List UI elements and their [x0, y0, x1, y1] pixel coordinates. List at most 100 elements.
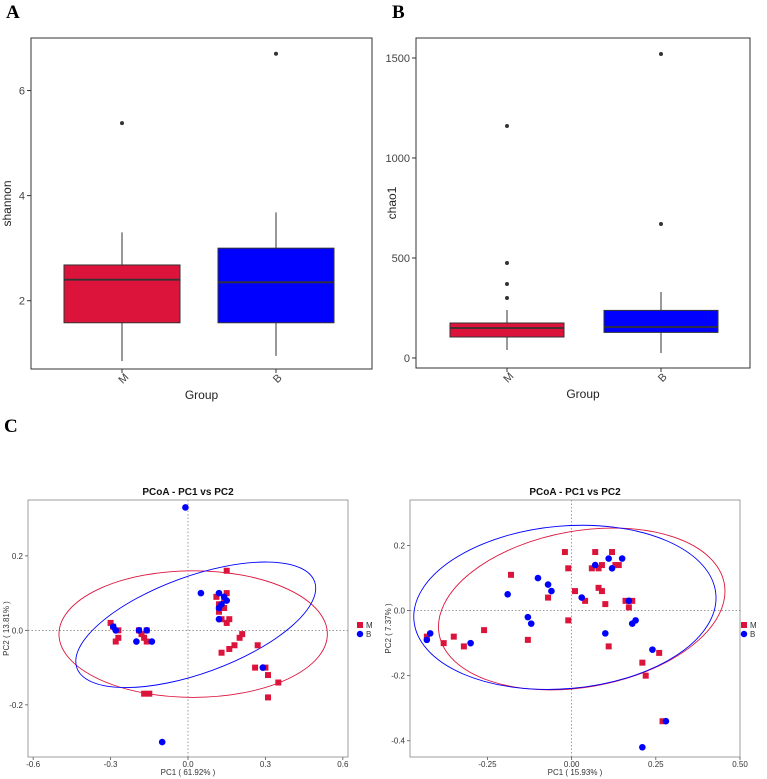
- point-m: [565, 565, 572, 572]
- panel-label-c: C: [4, 416, 18, 437]
- point-m: [141, 634, 148, 641]
- y-tick-label: 0.2: [12, 552, 24, 561]
- x-axis-title: Group: [185, 388, 219, 402]
- point-m: [143, 638, 150, 645]
- point-b: [215, 615, 223, 623]
- legend-marker-m: [357, 622, 363, 628]
- point-m: [588, 565, 595, 572]
- point-m: [254, 642, 261, 649]
- y-axis-title: PC2 ( 13.81% ): [2, 601, 11, 656]
- point-m: [508, 571, 515, 578]
- point-m: [215, 608, 222, 615]
- point-m: [239, 631, 246, 638]
- point-b: [591, 561, 599, 569]
- outlier-point: [505, 261, 509, 265]
- chart-title: PCoA - PC1 vs PC2: [142, 487, 234, 498]
- point-m: [605, 643, 612, 650]
- point-m: [545, 594, 552, 601]
- x-tick-label: 0.50: [732, 760, 748, 769]
- point-b: [426, 630, 434, 637]
- box-body: [449, 322, 565, 338]
- legend-marker-b: [356, 630, 364, 638]
- plot-frame: [30, 37, 373, 370]
- y-tick-label: -0.4: [391, 737, 405, 746]
- box-body: [217, 247, 335, 324]
- point-b: [625, 597, 633, 605]
- series-m: [423, 549, 666, 725]
- y-tick-label: 0.0: [394, 607, 406, 616]
- point-b: [649, 646, 656, 653]
- point-b: [578, 594, 586, 601]
- point-m: [656, 649, 663, 656]
- outlier-point: [274, 51, 278, 56]
- point-m: [231, 642, 238, 649]
- x-tick-label: 0.00: [564, 760, 580, 769]
- point-m: [598, 562, 605, 569]
- point-m: [565, 617, 572, 624]
- point-m: [440, 640, 447, 647]
- point-m: [639, 659, 646, 666]
- point-b: [133, 638, 140, 645]
- y-tick-label: 0.2: [394, 542, 406, 551]
- confidence-ellipse-m: [438, 527, 726, 691]
- point-b: [544, 581, 552, 588]
- point-m: [622, 597, 629, 604]
- outlier-point: [659, 52, 663, 56]
- point-m: [265, 694, 271, 701]
- series-b: [109, 504, 267, 746]
- point-b: [197, 589, 205, 597]
- point-m: [609, 549, 616, 556]
- x-tick-label: 0.6: [337, 760, 349, 769]
- point-m: [275, 679, 282, 686]
- x-tick-label: -0.25: [478, 760, 497, 769]
- point-m: [141, 690, 148, 697]
- point-m: [107, 619, 114, 626]
- point-m: [524, 636, 531, 643]
- point-b: [143, 627, 151, 634]
- y-tick-label: 4: [19, 191, 25, 203]
- confidence-ellipse-m: [58, 570, 328, 698]
- point-m: [572, 588, 578, 595]
- plot-frame: [409, 499, 741, 758]
- x-axis-title: PC1 ( 15.93% ): [548, 768, 603, 777]
- point-m: [642, 672, 649, 679]
- point-m: [112, 638, 119, 645]
- point-b: [467, 639, 474, 647]
- y-tick-label: 1000: [386, 153, 410, 165]
- point-b: [148, 638, 156, 645]
- point-b: [504, 591, 511, 598]
- box-body: [63, 264, 181, 324]
- point-m: [265, 672, 271, 679]
- series-b: [423, 555, 670, 751]
- chart-title: PCoA - PC1 vs PC2: [529, 487, 621, 498]
- x-tick-label: -0.6: [26, 760, 40, 769]
- point-b: [632, 617, 639, 624]
- point-m: [450, 633, 457, 640]
- point-b: [182, 504, 189, 511]
- point-m: [221, 605, 228, 612]
- point-b: [524, 613, 532, 621]
- legend-label-m: M: [750, 621, 757, 630]
- point-m: [252, 664, 259, 671]
- outlier-point: [505, 296, 509, 300]
- point-m: [561, 549, 568, 556]
- outlier-point: [505, 282, 509, 286]
- point-m: [598, 588, 605, 595]
- y-axis-title: chao1: [385, 186, 399, 219]
- point-b: [605, 555, 612, 562]
- legend-marker-m: [741, 622, 747, 628]
- x-tick-label: -0.3: [104, 760, 118, 769]
- point-b: [618, 555, 626, 562]
- legend-marker-b: [740, 630, 748, 638]
- point-m: [659, 718, 666, 725]
- point-m: [223, 619, 230, 626]
- point-m: [223, 567, 230, 574]
- point-m: [236, 634, 243, 641]
- point-b: [112, 627, 120, 634]
- point-b: [608, 565, 616, 572]
- outlier-point: [120, 121, 124, 126]
